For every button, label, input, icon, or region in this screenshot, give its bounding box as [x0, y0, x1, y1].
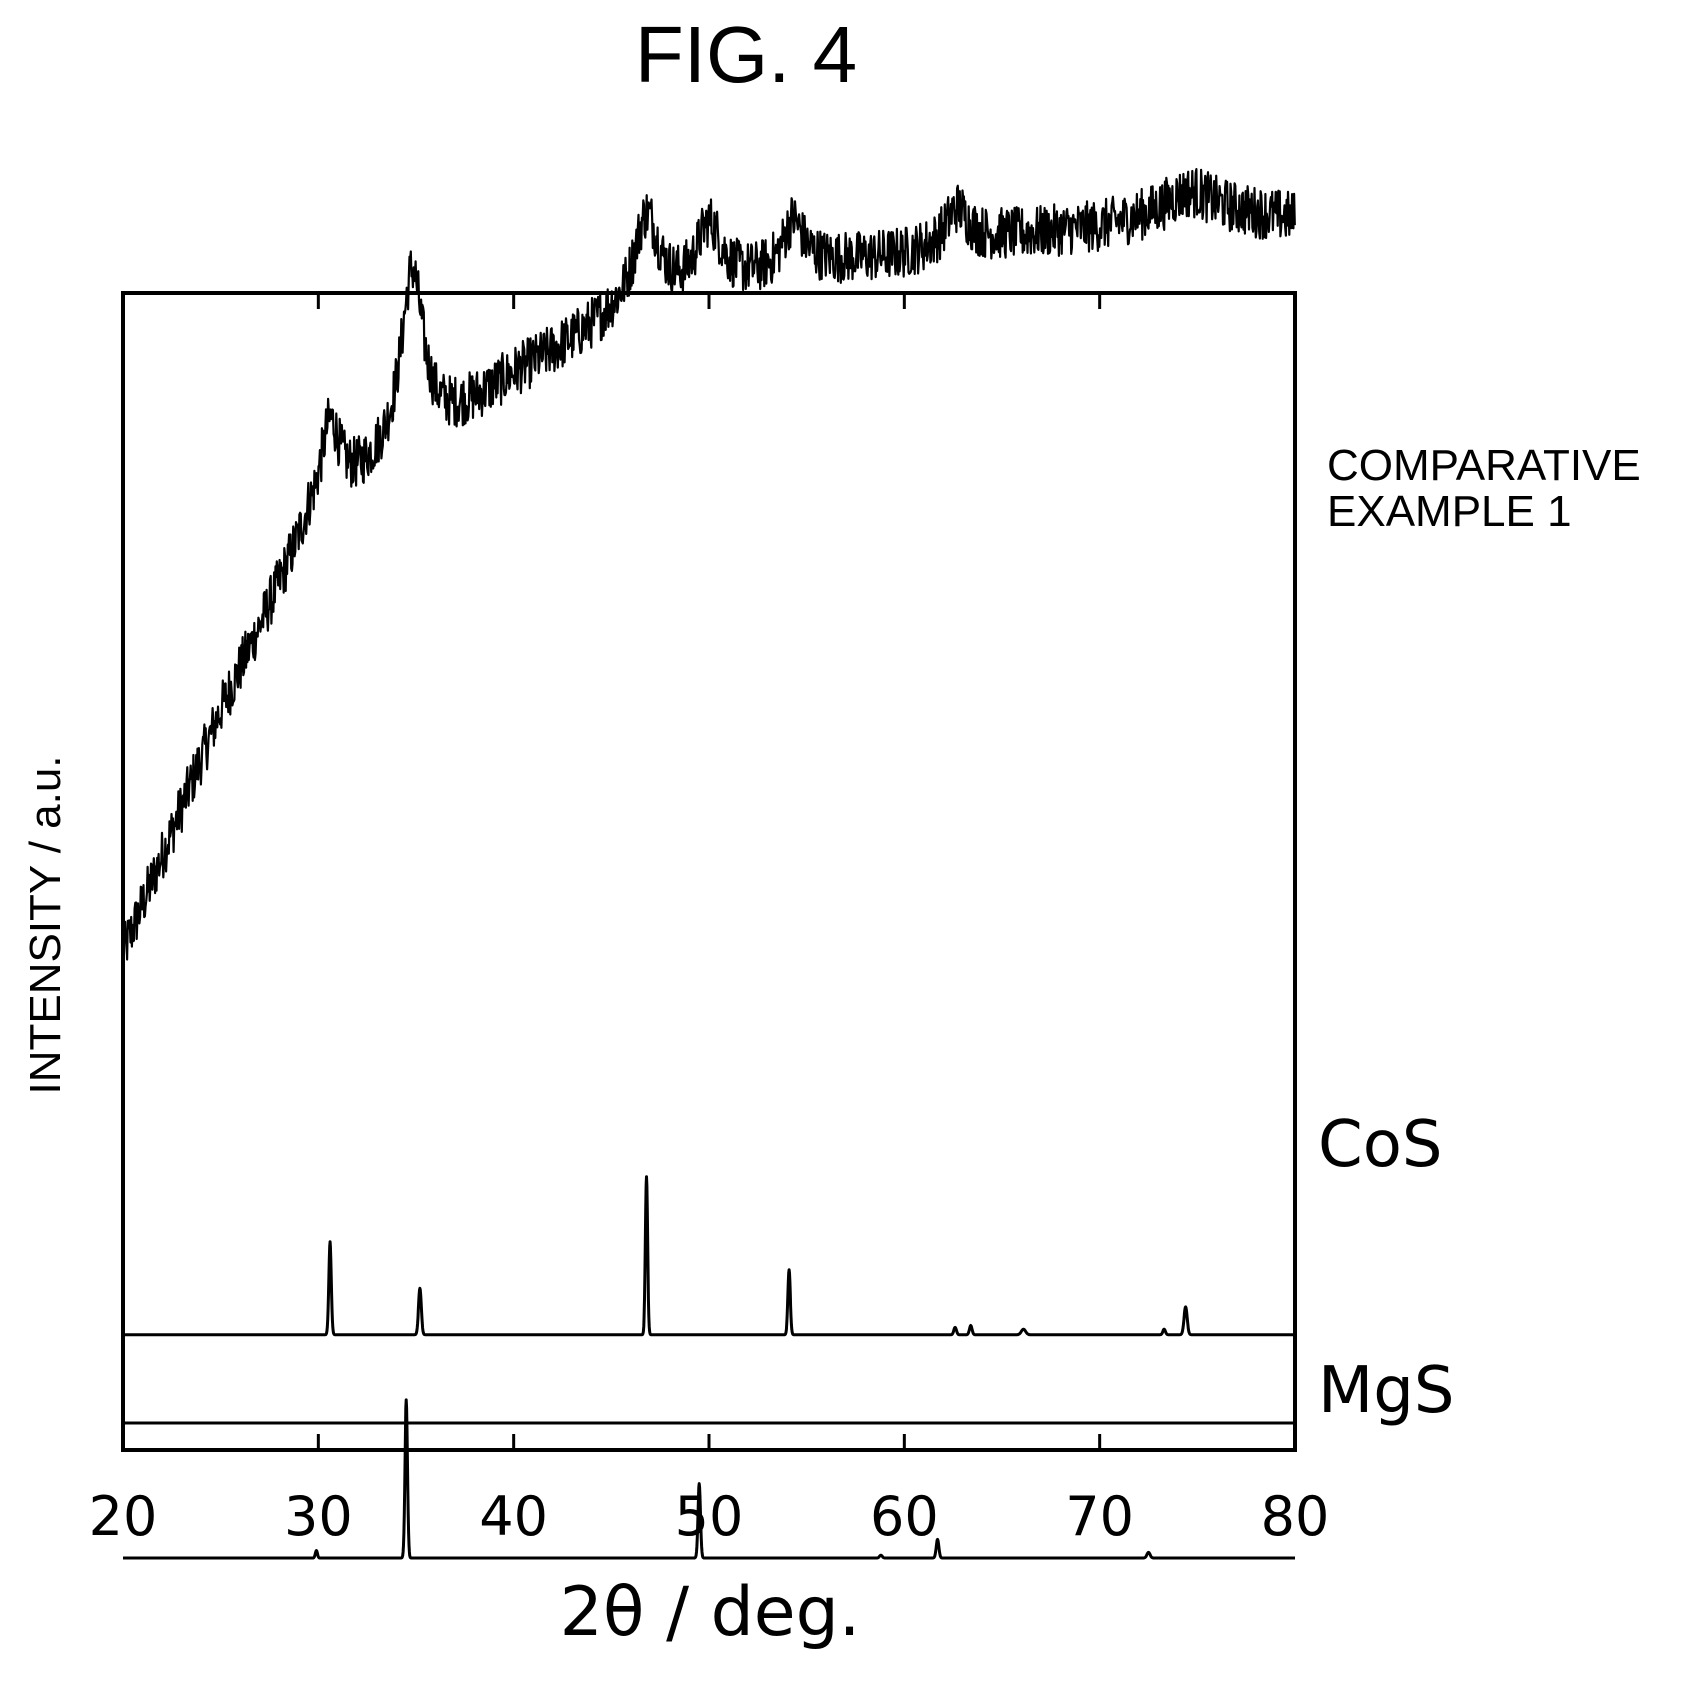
x-tick-label: 70	[1065, 1485, 1134, 1548]
x-tick-label: 20	[89, 1485, 158, 1548]
x-tick-label: 30	[284, 1485, 353, 1548]
series-label: COMPARATIVE	[1327, 441, 1641, 490]
x-axis-label: 2θ / deg.	[560, 1573, 861, 1652]
x-tick-label: 80	[1261, 1485, 1330, 1548]
series-label: CoS	[1318, 1108, 1442, 1182]
x-tick-label: 40	[479, 1485, 548, 1548]
series-label: EXAMPLE 1	[1327, 487, 1572, 536]
x-tick-label: 50	[675, 1485, 744, 1548]
x-tick-label: 60	[870, 1485, 939, 1548]
x-axis-ticks: 20 30 40 50 60 70 80	[89, 293, 1330, 1548]
series-layer	[121, 168, 1297, 1560]
series-line-comparative-example-1	[121, 168, 1296, 963]
figure-title: FIG. 4	[635, 10, 857, 99]
plot-area	[121, 291, 1297, 1452]
series-line-mgs	[121, 1398, 1297, 1560]
series-line-cos	[121, 1175, 1297, 1337]
plot-frame	[121, 291, 1297, 1452]
y-axis-label: INTENSITY / a.u.	[21, 755, 70, 1094]
series-label: MgS	[1318, 1354, 1454, 1428]
